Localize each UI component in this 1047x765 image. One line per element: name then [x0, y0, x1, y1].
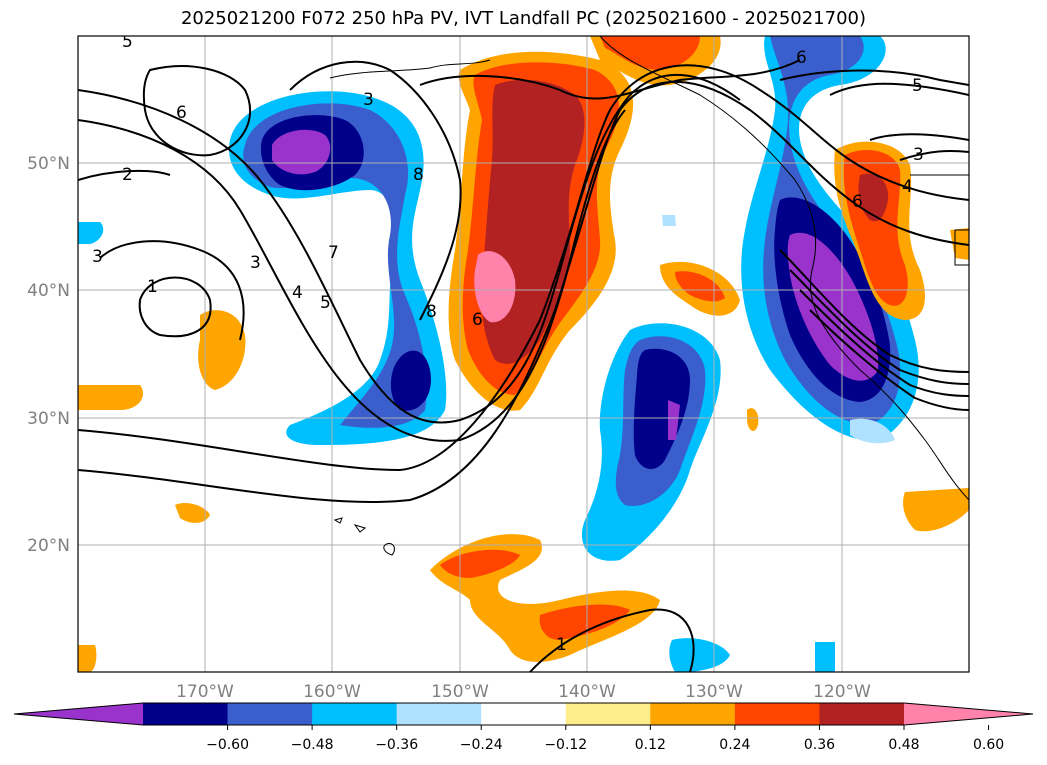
contour-label: 8: [426, 302, 437, 322]
colorbar-segment: [227, 703, 313, 725]
contour-label: 3: [913, 145, 924, 165]
positive-patch-west: [198, 310, 246, 390]
colorbar-tick-label: 0.60: [973, 737, 1004, 753]
longitude-labels: 170°W 160°W 150°W 140°W 130°W 120°W: [176, 682, 871, 702]
positive-patch-small-3: [747, 408, 759, 432]
lon-label-170w: 170°W: [176, 682, 234, 702]
pv-contour-lines: [78, 59, 969, 672]
negative-patch-small-3: [815, 642, 835, 672]
positive-patch-south-inner2: [539, 604, 630, 640]
colorbar-tick-label: 0.12: [635, 737, 666, 753]
positive-patch-mid-inner: [675, 271, 725, 302]
colorbar-tick-label: 0.24: [719, 737, 750, 753]
colorbar-segment: [734, 703, 820, 725]
colorbar-extend-min: [14, 703, 143, 725]
colorbar-segment: [396, 703, 482, 725]
lat-label-50n: 50°N: [27, 154, 70, 174]
negative-region-south-inner: [633, 348, 690, 470]
negative-region-south-core: [668, 400, 680, 440]
contour-label: 4: [292, 283, 303, 303]
colorbar-segment: [819, 703, 905, 725]
colorbar-tick-label: −0.48: [291, 737, 334, 753]
coastlines: [329, 36, 969, 556]
colorbar-tick-label: 0.48: [888, 737, 919, 753]
negative-patch-small-2: [669, 638, 730, 672]
contour-label: 6: [176, 103, 187, 123]
contour-label: 2: [122, 165, 133, 185]
lon-label-150w: 150°W: [431, 682, 489, 702]
negative-region-west-core: [272, 129, 331, 175]
contour-label: 1: [556, 635, 567, 655]
lon-label-120w: 120°W: [813, 682, 871, 702]
negative-patch-east-bottom: [850, 418, 895, 444]
contour-label: 3: [92, 247, 103, 267]
map-plot-area: 5 6 2 3 1 3 4 5 7 8 3 8 6 1 6 5 3 4 6: [78, 32, 969, 672]
positive-patch-west-edge: [78, 385, 144, 410]
contour-label: 1: [147, 277, 158, 297]
latitude-labels: 50°N 40°N 30°N 20°N: [27, 154, 70, 556]
colorbar: −0.60 −0.48 −0.36 −0.24 −0.12 0.12 0.24 0.36 0.4…: [13, 702, 1034, 753]
colorbar-tick-label: 0.36: [804, 737, 835, 753]
colorbar-segment: [312, 703, 398, 725]
contour-label: 5: [320, 293, 331, 313]
colorbar-ticks: −0.60 −0.48 −0.36 −0.24 −0.12 0.12 0.24 0.36 0.4…: [206, 725, 1004, 753]
map-title: 2025021200 F072 250 hPa PV, IVT Landfall…: [180, 8, 867, 29]
contour-labels: 5 6 2 3 1 3 4 5 7 8 3 8 6 1 6 5 3 4 6: [92, 32, 924, 655]
colorbar-tick-label: −0.36: [375, 737, 418, 753]
contour-label: 3: [250, 253, 261, 273]
colorbar-segments: [13, 702, 1034, 726]
lat-label-30n: 30°N: [27, 409, 70, 429]
contour-label: 5: [122, 32, 133, 52]
contour-label: 4: [902, 177, 913, 197]
colorbar-segment: [565, 703, 651, 725]
positive-patch-southeast: [903, 488, 969, 532]
positive-patch-small-1: [175, 503, 210, 523]
pv-filled-contours: [78, 36, 969, 672]
positive-region-central-core: [474, 251, 516, 323]
positive-patch-small-2: [78, 645, 97, 672]
negative-region-west-lower-core: [390, 350, 431, 411]
lat-label-40n: 40°N: [27, 281, 70, 301]
lon-label-130w: 130°W: [685, 682, 743, 702]
map-frame: [77, 35, 970, 673]
colorbar-segment: [143, 703, 229, 725]
gridlines: [78, 36, 969, 672]
colorbar-tick-label: −0.60: [206, 737, 249, 753]
negative-patch-small-4: [662, 215, 676, 226]
colorbar-tick-label: −0.12: [544, 737, 587, 753]
contour-label: 5: [912, 76, 923, 96]
contour-label: 8: [413, 165, 424, 185]
lon-label-140w: 140°W: [558, 682, 616, 702]
colorbar-tick-label: −0.24: [460, 737, 503, 753]
lon-label-160w: 160°W: [303, 682, 361, 702]
colorbar-outline: [13, 702, 1034, 726]
contour-label: 6: [472, 310, 483, 330]
contour-label: 7: [328, 243, 339, 263]
colorbar-segment: [650, 703, 736, 725]
colorbar-segment: [481, 703, 567, 725]
lat-label-20n: 20°N: [27, 536, 70, 556]
colorbar-extend-max: [904, 703, 1033, 725]
negative-patch-small-1: [78, 222, 104, 244]
positive-region-top-right-inner: [600, 36, 700, 70]
positive-region-east-inner: [858, 173, 889, 222]
contour-label: 3: [363, 90, 374, 110]
contour-label: 6: [852, 192, 863, 212]
contour-label: 6: [796, 48, 807, 68]
